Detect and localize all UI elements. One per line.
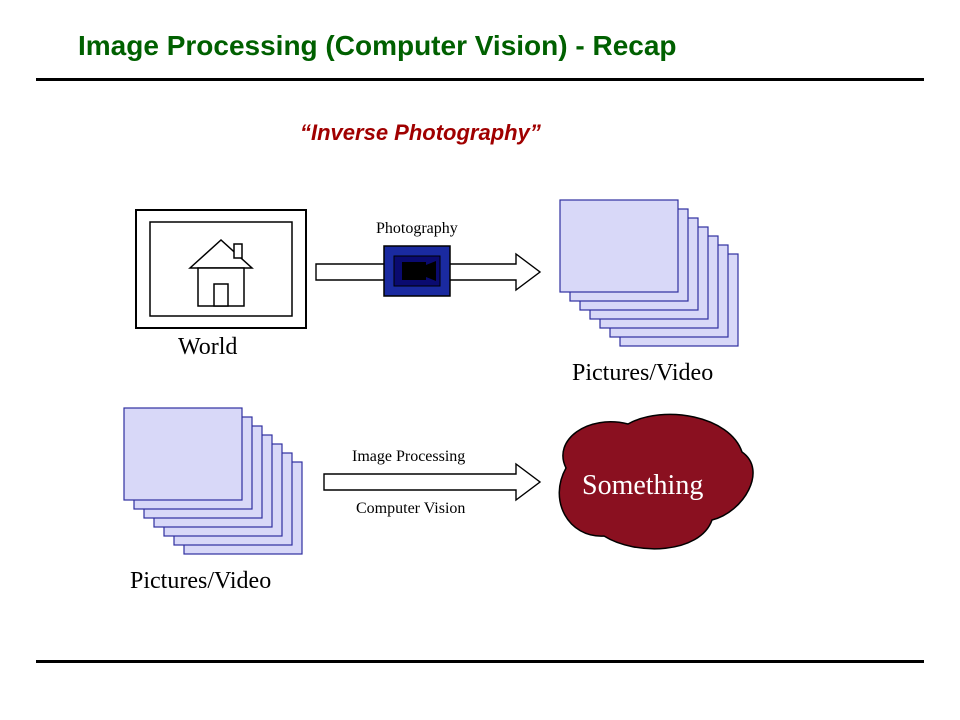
label-computer-vision: Computer Vision (356, 500, 465, 518)
label-pictures-bottom: Pictures/Video (130, 568, 271, 595)
diagram-canvas (0, 0, 960, 720)
label-photography: Photography (376, 220, 458, 238)
label-pictures-top: Pictures/Video (572, 360, 713, 387)
label-image-processing: Image Processing (352, 448, 465, 466)
label-something: Something (582, 470, 703, 502)
label-world: World (178, 334, 237, 361)
